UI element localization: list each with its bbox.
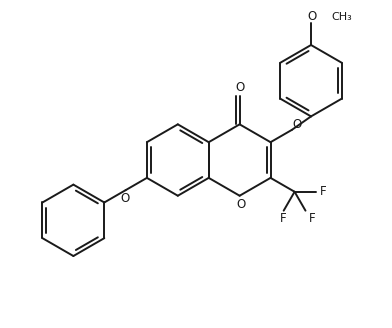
Text: F: F <box>320 185 327 198</box>
Text: F: F <box>279 212 286 225</box>
Text: O: O <box>292 118 301 131</box>
Text: O: O <box>120 192 129 205</box>
Text: F: F <box>309 212 316 225</box>
Text: O: O <box>237 198 246 211</box>
Text: O: O <box>235 81 244 94</box>
Text: CH₃: CH₃ <box>332 12 352 22</box>
Text: O: O <box>307 10 316 23</box>
